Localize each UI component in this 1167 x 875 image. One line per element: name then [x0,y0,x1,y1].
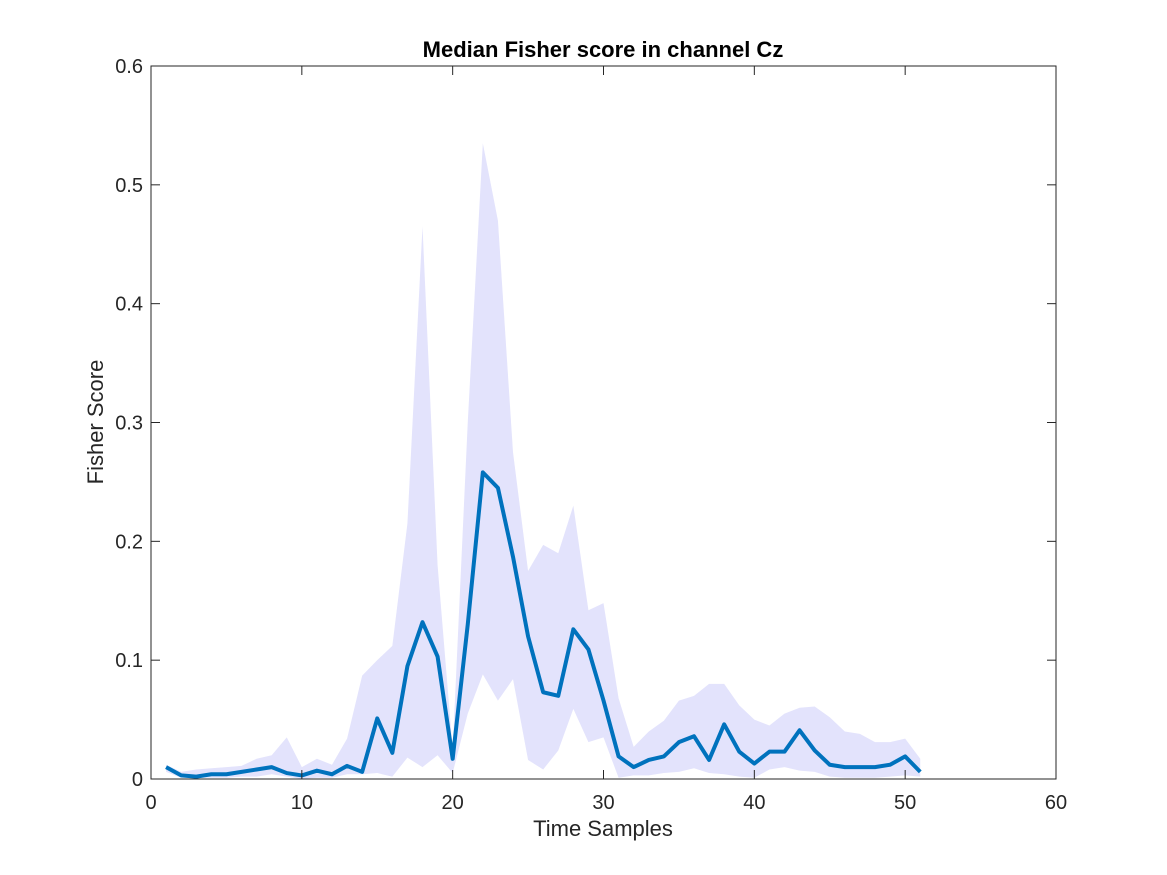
x-tick-label: 60 [1045,792,1067,814]
series-line [165,470,922,779]
x-tick-label: 10 [291,792,313,814]
plot-area [165,143,922,780]
y-tick-label: 0.3 [115,413,143,435]
y-tick-label: 0.4 [115,294,143,316]
y-tick-label: 0.2 [115,531,143,553]
chart-title: Median Fisher score in channel Cz [423,37,784,62]
y-axis-label: Fisher Score [83,360,108,485]
x-axis-label: Time Samples [533,816,673,841]
series-range-band [166,143,921,780]
x-tick-label: 50 [894,792,916,814]
x-tick-label: 30 [592,792,614,814]
x-tick-label: 20 [442,792,464,814]
x-tick-label: 40 [743,792,765,814]
y-tick-label: 0 [132,769,143,791]
y-tick-label: 0.5 [115,175,143,197]
axes: 0 10 20 30 40 50 60 0 0.1 0.2 0.3 0.4 0.5 0.6 [115,56,1067,814]
y-tick-label: 0.6 [115,56,143,78]
y-tick-label: 0.1 [115,650,143,672]
x-tick-label: 0 [145,792,156,814]
